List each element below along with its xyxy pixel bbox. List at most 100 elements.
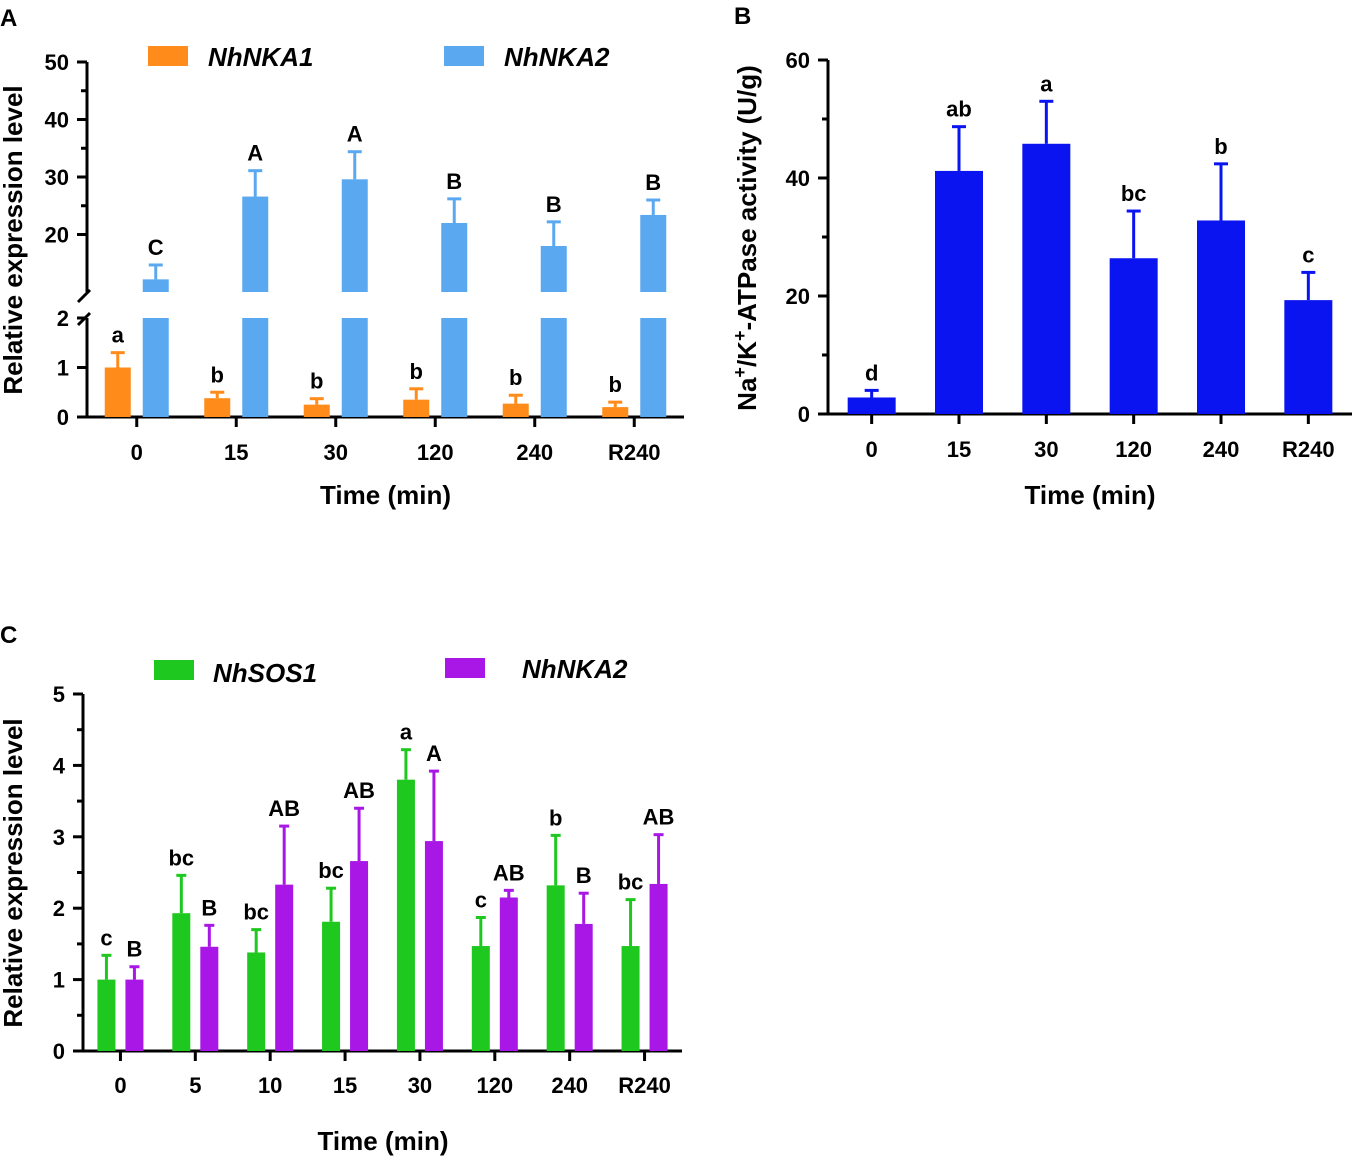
x-tick-label: R240 [608, 440, 661, 465]
bar-NhNKA1 [403, 399, 430, 417]
bar-NhNKA1 [502, 403, 529, 417]
bar-NhNKA2-upper [441, 223, 468, 292]
significance-letter: bc [618, 870, 644, 895]
bar-NhSOS1 [471, 946, 490, 1051]
y-tick-label: 5 [53, 682, 65, 707]
bar-NhNKA2 [200, 946, 219, 1051]
bar-NhSOS1 [172, 913, 191, 1051]
bar-NhNKA1 [204, 398, 231, 417]
x-tick-label: 240 [516, 440, 553, 465]
x-tick-label: 30 [324, 440, 348, 465]
legend-label-nhnka2: NhNKA2 [504, 42, 610, 72]
y-tick-label: 40 [786, 166, 810, 191]
significance-letter: bc [168, 845, 194, 870]
x-tick-label: 15 [333, 1073, 357, 1098]
bar-NhNKA2-upper [540, 246, 567, 292]
bar-activity [1109, 258, 1158, 414]
significance-letter: b [549, 805, 562, 830]
y-axis-title: Relative expression level [0, 85, 28, 394]
x-tick-label: 15 [224, 440, 248, 465]
significance-letter: B [126, 937, 142, 962]
bar-NhSOS1 [396, 779, 415, 1051]
x-tick-label: 30 [1034, 437, 1058, 462]
y-tick-label: 0 [57, 405, 69, 430]
significance-letter: ab [946, 97, 972, 122]
significance-letter: A [347, 122, 363, 147]
bar-NhNKA2-lower [640, 318, 667, 417]
bar-activity [1197, 220, 1245, 414]
bar-NhNKA2-upper [640, 214, 667, 292]
significance-letter: bc [243, 900, 269, 925]
y-tick-label: 0 [53, 1039, 65, 1064]
legend-swatch-nhnka1 [148, 46, 188, 66]
y-tick-label: 20 [786, 284, 810, 309]
x-tick-label: R240 [1282, 437, 1335, 462]
significance-letter: A [426, 741, 442, 766]
bar-activity [847, 397, 896, 414]
legend: NhNKA1 NhNKA2 [148, 42, 610, 72]
significance-letter: AB [343, 778, 375, 803]
significance-letter: b [509, 365, 522, 390]
bar-NhNKA2-lower [441, 318, 468, 417]
legend-label-nhnka1: NhNKA1 [208, 42, 313, 72]
y-tick-label: 3 [53, 825, 65, 850]
y-axis-title-part: Na [732, 377, 762, 411]
significance-letter: bc [1121, 181, 1147, 206]
y-tick-label: 2 [57, 306, 69, 331]
panel-label-c: C [0, 622, 17, 649]
bar-NhNKA2 [275, 884, 294, 1051]
significance-letter: AB [268, 796, 300, 821]
significance-letter: a [1040, 71, 1053, 96]
significance-letter: a [112, 323, 125, 348]
y-tick-label: 40 [45, 108, 69, 133]
x-axis-title: Time (min) [318, 1126, 449, 1156]
x-tick-label: 120 [476, 1073, 513, 1098]
bar-NhNKA2 [350, 861, 369, 1051]
significance-letter: B [446, 169, 462, 194]
significance-letter: AB [643, 805, 675, 830]
bar-NhNKA2 [424, 841, 443, 1051]
y-tick-label: 2 [53, 896, 65, 921]
x-tick-label: 15 [947, 437, 971, 462]
x-tick-label: R240 [618, 1073, 671, 1098]
bar-NhSOS1 [97, 979, 116, 1051]
y-tick-label: 50 [45, 50, 69, 75]
bar-NhNKA2-upper [341, 179, 368, 292]
significance-letter: c [475, 887, 487, 912]
bar-NhSOS1 [621, 946, 640, 1051]
x-tick-label: 30 [408, 1073, 432, 1098]
y-tick-label: 30 [45, 165, 69, 190]
significance-letter: B [546, 192, 562, 217]
x-axis-title: Time (min) [320, 480, 451, 510]
bar-NhNKA1 [602, 407, 629, 417]
significance-letter: c [1302, 242, 1314, 267]
y-tick-label: 1 [57, 356, 69, 381]
legend-swatch-nhsos1 [154, 660, 194, 680]
legend-label-nhsos1: NhSOS1 [213, 658, 317, 688]
significance-letter: a [400, 720, 413, 745]
y-axis-title: Na+/K+-ATPase activity (U/g) [730, 65, 762, 411]
significance-letter: A [247, 141, 263, 166]
y-axis-title-part: /K [732, 341, 762, 367]
y-tick-label: 1 [53, 968, 65, 993]
x-tick-label: 240 [1203, 437, 1240, 462]
y-axis-title-superscript: + [730, 367, 750, 378]
x-tick-label: 10 [258, 1073, 282, 1098]
x-tick-label: 240 [551, 1073, 588, 1098]
y-tick-label: 20 [45, 223, 69, 248]
x-tick-label: 5 [189, 1073, 201, 1098]
panel-label-b: B [734, 3, 751, 30]
significance-letter: b [410, 359, 423, 384]
x-tick-label: 0 [114, 1073, 126, 1098]
legend-label-nhnka2: NhNKA2 [522, 654, 628, 684]
y-tick-label: 4 [53, 753, 66, 778]
significance-letter: b [609, 372, 622, 397]
bar-NhNKA2-lower [142, 318, 169, 417]
panel-label-a: A [0, 5, 17, 32]
significance-letter: b [310, 369, 323, 394]
significance-letter: B [576, 863, 592, 888]
bar-activity [1284, 300, 1333, 414]
bar-activity [1022, 143, 1071, 414]
